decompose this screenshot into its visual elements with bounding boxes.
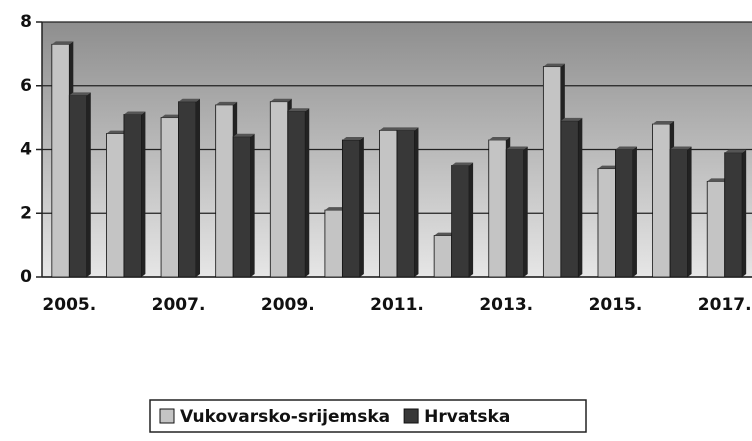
bar-top <box>342 136 364 140</box>
legend-label: Vukovarsko-srijemska <box>180 407 390 427</box>
bar-top <box>123 111 146 115</box>
bar <box>178 101 197 278</box>
bar-side <box>578 117 583 277</box>
bar-top <box>106 130 128 134</box>
bar <box>215 104 234 278</box>
bar-top <box>652 121 675 124</box>
bar-side <box>141 111 146 277</box>
bar-top <box>287 108 310 112</box>
bar-top <box>434 232 456 236</box>
bar-side <box>469 162 474 277</box>
bar <box>615 149 634 278</box>
bar-top <box>178 98 201 102</box>
bar-top <box>597 165 620 169</box>
bar <box>324 209 343 278</box>
bar-top <box>707 178 729 182</box>
bar-top <box>724 149 747 153</box>
bar <box>287 110 306 278</box>
bar <box>379 129 398 278</box>
bar <box>706 180 726 278</box>
x-tick-label: 2009. <box>261 295 315 315</box>
bar-top <box>397 127 419 131</box>
bar-side <box>196 98 201 277</box>
y-tick-label: 6 <box>20 76 32 96</box>
bar-top <box>506 146 528 150</box>
bar <box>433 235 453 278</box>
bar <box>341 139 361 278</box>
bar-top <box>161 114 183 118</box>
bar-top <box>615 146 637 150</box>
bar-top <box>488 136 511 140</box>
bar-top <box>379 127 401 131</box>
legend-swatch <box>159 408 175 424</box>
legend-box <box>149 399 587 433</box>
bar <box>396 129 415 278</box>
bar-top <box>451 162 474 166</box>
bar-top <box>69 92 91 96</box>
y-tick-label: 8 <box>20 12 32 32</box>
bar <box>269 101 289 278</box>
bar <box>51 43 70 278</box>
bar-top <box>670 146 692 150</box>
bar-top <box>543 63 565 67</box>
bar <box>669 149 688 278</box>
bar-side <box>414 127 419 277</box>
bar <box>597 168 616 278</box>
bar <box>488 139 507 278</box>
bar <box>652 123 671 278</box>
x-tick-label: 2015. <box>589 295 643 315</box>
x-tick-label: 2011. <box>370 295 424 315</box>
x-tick-label: 2013. <box>479 295 533 315</box>
bar-side <box>250 133 255 277</box>
bar-side <box>687 146 692 277</box>
y-tick-label: 0 <box>20 267 32 287</box>
bar-top <box>215 101 238 105</box>
bar <box>68 94 88 278</box>
y-tick-label: 4 <box>20 140 32 160</box>
bar-side <box>305 108 310 277</box>
bar-side <box>742 149 747 277</box>
x-tick-label: 2017. <box>698 295 752 315</box>
y-tick-label: 2 <box>20 203 32 223</box>
bar <box>123 114 142 278</box>
bar <box>106 133 125 278</box>
bar-top <box>51 41 74 45</box>
bar-side <box>86 92 91 277</box>
legend-label: Hrvatska <box>424 407 510 427</box>
bar <box>451 165 470 278</box>
bar-top <box>560 117 583 121</box>
bar-top <box>324 207 347 211</box>
bar-side <box>632 146 637 277</box>
legend-swatch <box>403 408 419 424</box>
bar-side <box>523 146 528 277</box>
x-tick-label: 2005. <box>42 295 96 315</box>
bar <box>160 117 179 278</box>
x-tick-label: 2007. <box>152 295 206 315</box>
bar-top <box>270 98 292 102</box>
bar <box>542 66 562 278</box>
bar-top <box>233 133 255 137</box>
bar <box>505 149 525 278</box>
bar <box>724 152 743 278</box>
bar <box>560 120 579 278</box>
bar <box>232 136 252 278</box>
bar-side <box>359 136 364 277</box>
